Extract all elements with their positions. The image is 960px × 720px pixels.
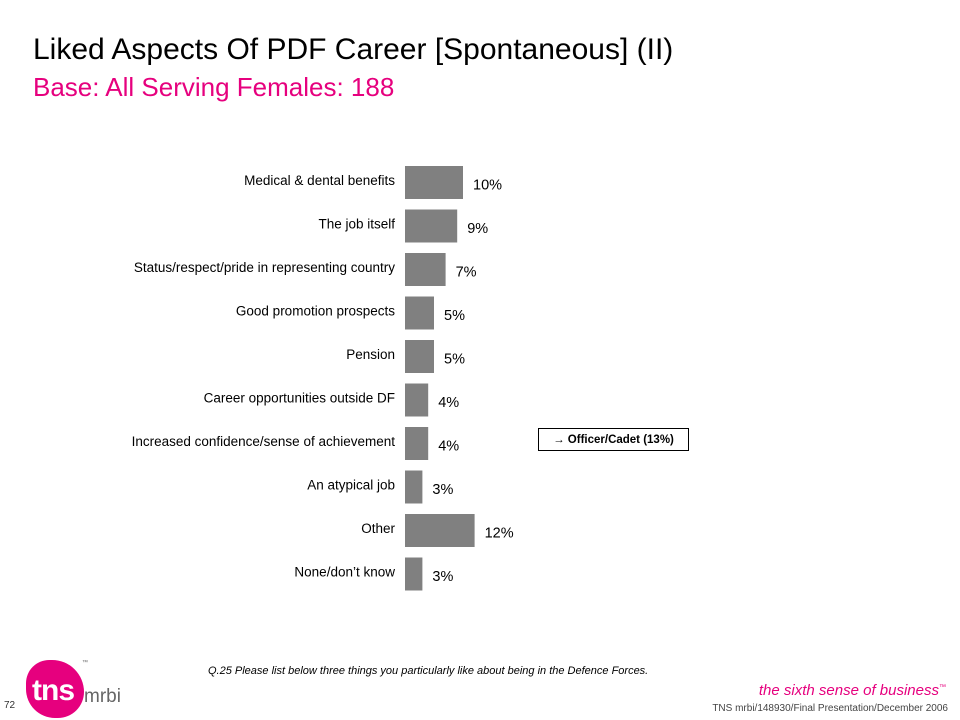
category-label-2: Status/respect/pride in representing cou… <box>134 260 395 275</box>
category-label-6: Increased confidence/sense of achievemen… <box>132 434 396 449</box>
value-label-9: 3% <box>432 569 453 585</box>
bar-5 <box>405 383 429 417</box>
tns-mrbi-logo: tns ™ mrbi <box>26 660 122 720</box>
bar-2 <box>405 253 446 286</box>
bar-1 <box>405 209 458 243</box>
category-label-3: Good promotion prospects <box>236 304 395 319</box>
bar-4 <box>405 340 434 373</box>
value-label-3: 5% <box>444 308 465 324</box>
value-label-5: 4% <box>438 395 459 411</box>
officer-cadet-callout: → Officer/Cadet (13%) <box>538 428 689 451</box>
category-label-8: Other <box>361 521 395 536</box>
value-label-1: 9% <box>467 221 488 237</box>
category-label-9: None/don’t know <box>294 565 395 580</box>
category-label-7: An atypical job <box>307 478 395 493</box>
bar-0 <box>405 166 463 199</box>
value-label-0: 10% <box>473 177 502 193</box>
page-number: 72 <box>4 700 16 711</box>
value-label-2: 7% <box>456 264 477 280</box>
logo-trademark: ™ <box>82 660 88 666</box>
bar-8 <box>405 514 475 547</box>
bar-9 <box>405 557 423 591</box>
value-label-8: 12% <box>485 525 514 541</box>
logo-mrbi-text: mrbi <box>84 686 121 707</box>
category-label-4: Pension <box>346 347 395 362</box>
category-label-1: The job itself <box>318 217 395 232</box>
question-text: Q.25 Please list below three things you … <box>208 665 649 677</box>
tagline-text: the sixth sense of business <box>758 682 939 699</box>
page-subtitle: Base: All Serving Females: 188 <box>33 72 395 102</box>
bar-7 <box>405 470 423 504</box>
value-label-4: 5% <box>444 351 465 367</box>
value-label-7: 3% <box>432 482 453 498</box>
bar-6 <box>405 427 429 460</box>
logo-tns-text: tns <box>32 674 75 707</box>
tagline-trademark: ™ <box>939 684 946 691</box>
page-title: Liked Aspects Of PDF Career [Spontaneous… <box>33 33 674 66</box>
tagline: the sixth sense of business™ <box>759 682 946 699</box>
category-label-5: Career opportunities outside DF <box>204 391 395 406</box>
bar-3 <box>405 296 434 330</box>
footer-reference: TNS mrbi/148930/Final Presentation/Decem… <box>712 703 948 714</box>
category-label-0: Medical & dental benefits <box>244 173 395 188</box>
logo-blob <box>26 660 84 718</box>
value-label-6: 4% <box>438 438 459 454</box>
